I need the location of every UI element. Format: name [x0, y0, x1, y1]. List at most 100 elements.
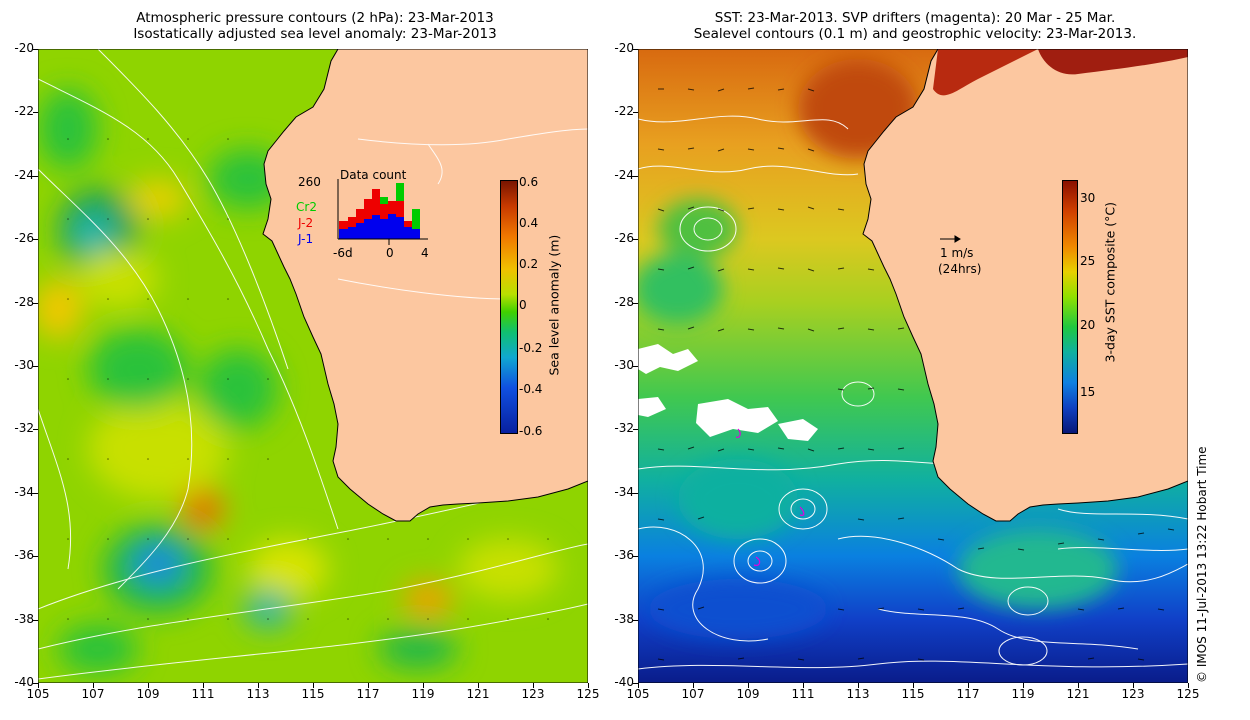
left-title-line2: Isostatically adjusted sea level anomaly… [133, 26, 497, 42]
australia-land-right [862, 49, 1188, 522]
left-lon-tick: 111 [191, 687, 215, 701]
left-lat-tickmark [33, 619, 38, 621]
left-lon-tickmark [478, 683, 479, 688]
arrow-key [940, 235, 961, 243]
right-lat-tickmark [633, 239, 638, 241]
right-title-line2: Sealevel contours (0.1 m) and geostrophi… [693, 26, 1137, 42]
inset-xtick-0: 0 [386, 246, 394, 260]
data-count-histogram [337, 179, 428, 245]
left-lon-tickmark [203, 683, 204, 688]
inset-xtick-neg6: -6d [333, 246, 353, 260]
right-lat-tick: -28 [614, 294, 634, 309]
right-lat-tick: -32 [614, 421, 634, 436]
right-lon-tick: 113 [846, 687, 870, 701]
right-cb-tick-15: 15 [1080, 385, 1096, 399]
inset-legend-j2: J-2 [298, 216, 314, 230]
left-cb-tick-neg0.2: -0.2 [519, 341, 543, 355]
right-lat-tick: -30 [614, 358, 634, 372]
left-cb-tick-0.4: 0.4 [519, 216, 539, 230]
right-lon-tickmark [1078, 683, 1079, 688]
left-lon-tick: 105 [26, 687, 50, 701]
left-lat-tickmark [33, 492, 38, 494]
left-lon-tickmark [93, 683, 94, 688]
right-lon-tick: 107 [681, 687, 705, 701]
left-lat-tickmark [33, 556, 38, 558]
sst-map [638, 49, 1188, 683]
left-lon-tick: 119 [411, 687, 435, 701]
left-lat-tick: -30 [14, 358, 34, 372]
right-lat-tickmark [633, 49, 638, 50]
right-lat-tickmark [633, 556, 638, 558]
right-lat-tickmark [633, 492, 638, 494]
sea-level-colorbar [500, 180, 518, 434]
left-lon-tickmark [588, 683, 589, 688]
right-lat-tickmark [633, 366, 638, 367]
right-lat-tickmark [633, 683, 638, 684]
right-lat-tick: -26 [614, 231, 634, 246]
left-cb-label: Sea level anomaly (m) [546, 234, 562, 376]
left-lat-tick: -20 [14, 41, 34, 55]
left-lon-tickmark [313, 683, 314, 688]
left-lat-tick: -28 [14, 294, 34, 309]
left-lat-tickmark [33, 429, 38, 431]
left-lon-tick: 125 [576, 687, 600, 701]
arrow-key-label-2: (24hrs) [938, 262, 982, 276]
inset-legend-j1: J-1 [298, 232, 314, 246]
left-lon-tick: 123 [521, 687, 545, 701]
inset-title: Data count [340, 168, 407, 182]
left-cb-tick-0.2: 0.2 [519, 257, 539, 271]
right-lon-tick: 109 [736, 687, 760, 701]
left-lon-tickmark [148, 683, 149, 688]
right-cb-label: 3-day SST composite (°C) [1102, 202, 1118, 363]
right-lon-tickmark [693, 683, 694, 688]
left-lat-tickmark [33, 112, 38, 114]
right-lat-tickmark [633, 112, 638, 114]
right-lon-tickmark [1188, 683, 1189, 688]
left-lon-tickmark [38, 683, 39, 688]
right-lat-tick: -34 [614, 484, 634, 499]
left-lat-tick: -36 [14, 548, 34, 563]
left-lon-tick: 113 [246, 687, 270, 701]
left-lon-tickmark [533, 683, 534, 688]
right-lat-tickmark [633, 429, 638, 431]
right-lon-tick: 111 [791, 687, 815, 701]
right-lon-tickmark [803, 683, 804, 688]
right-lat-tick: -24 [614, 167, 634, 182]
left-lat-tickmark [33, 49, 38, 50]
left-cb-tick-0.6: 0.6 [519, 175, 539, 189]
left-lat-tickmark [33, 683, 38, 684]
right-lon-tick: 121 [1066, 687, 1090, 701]
right-lon-tickmark [748, 683, 749, 688]
inset-legend-cr2: Cr2 [296, 200, 317, 214]
left-lon-tick: 115 [301, 687, 325, 701]
left-lat-tick: -40 [14, 675, 34, 689]
left-cb-tick-0: 0 [519, 298, 527, 312]
right-cb-tick-25: 25 [1080, 254, 1096, 268]
right-lon-tickmark [638, 683, 639, 688]
inset-xtick-4: 4 [421, 246, 429, 260]
right-lat-tick: -20 [614, 41, 634, 55]
left-lat-tick: -22 [14, 104, 34, 119]
left-lon-tick: 117 [356, 687, 380, 701]
left-lon-tickmark [368, 683, 369, 688]
right-lon-tick: 117 [956, 687, 980, 701]
left-lon-tick: 107 [81, 687, 105, 701]
right-cb-tick-20: 20 [1080, 318, 1096, 332]
left-lat-tick: -34 [14, 484, 34, 499]
left-lon-tickmark [258, 683, 259, 688]
left-lon-tickmark [423, 683, 424, 688]
right-lon-tick: 123 [1121, 687, 1145, 701]
inset-max-label: 260 [298, 175, 321, 189]
right-lat-tickmark [633, 175, 638, 177]
right-lat-tick: -22 [614, 104, 634, 119]
left-lat-tickmark [33, 366, 38, 367]
right-lat-tick: -36 [614, 548, 634, 563]
left-lat-tickmark [33, 239, 38, 241]
right-cb-tick-30: 30 [1080, 191, 1096, 205]
imos-credit: © IMOS 11-Jul-2013 13:22 Hobart Time [1195, 446, 1209, 683]
right-lat-tick: -40 [614, 675, 634, 689]
left-cb-tick-neg0.4: -0.4 [519, 382, 543, 396]
left-lon-tick: 109 [136, 687, 160, 701]
right-lon-tickmark [968, 683, 969, 688]
right-lat-tickmark [633, 302, 638, 304]
